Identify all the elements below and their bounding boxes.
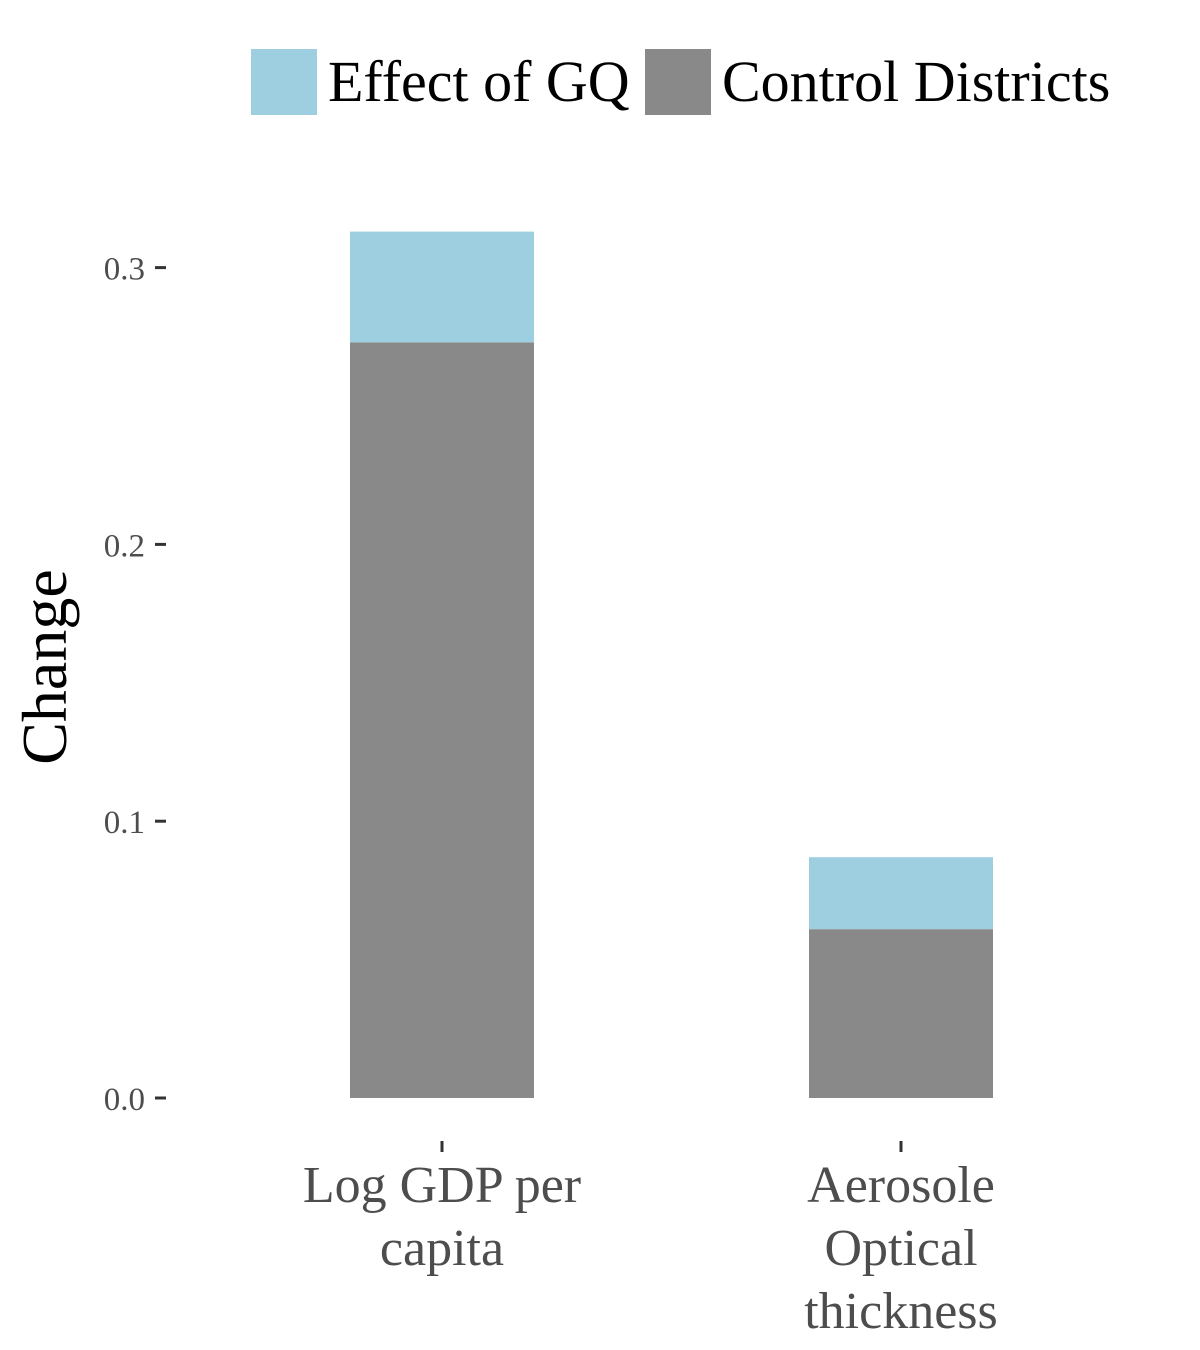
y-axis: 0.0 0.1 0.2 0.3 <box>104 252 166 1118</box>
y-tick-label: 0.3 <box>104 252 145 288</box>
x-tick-label-line: Optical <box>824 1220 977 1277</box>
bar-segment-effect-of-gq-1 <box>809 857 993 930</box>
bar-segment-effect-of-gq-0 <box>350 231 534 343</box>
legend: Effect of GQ Control Districts <box>251 49 1110 115</box>
legend-label: Control Districts <box>722 49 1110 114</box>
x-tick-label-line: Log GDP per <box>303 1157 581 1214</box>
x-tick-label-line: capita <box>380 1220 504 1277</box>
legend-label: Effect of GQ <box>328 49 630 114</box>
bar-segment-control-districts-0 <box>350 342 534 1098</box>
x-tick-label: Aerosole Optical thickness <box>804 1157 998 1340</box>
legend-swatch <box>251 49 317 115</box>
x-tick-label-line: Aerosole <box>807 1157 995 1214</box>
bar-segment-control-districts-1 <box>809 929 993 1098</box>
x-axis: Log GDP per capita Aerosole Optical thicknes… <box>303 1141 998 1340</box>
y-axis-title: Change <box>9 569 80 765</box>
legend-swatch <box>645 49 711 115</box>
x-tick-label: Log GDP per capita <box>303 1157 581 1277</box>
y-tick-label: 0.0 <box>104 1082 145 1118</box>
y-tick-label: 0.2 <box>104 528 145 564</box>
x-tick-label-line: thickness <box>804 1283 998 1340</box>
bars <box>350 231 993 1098</box>
y-tick-label: 0.1 <box>104 805 145 841</box>
